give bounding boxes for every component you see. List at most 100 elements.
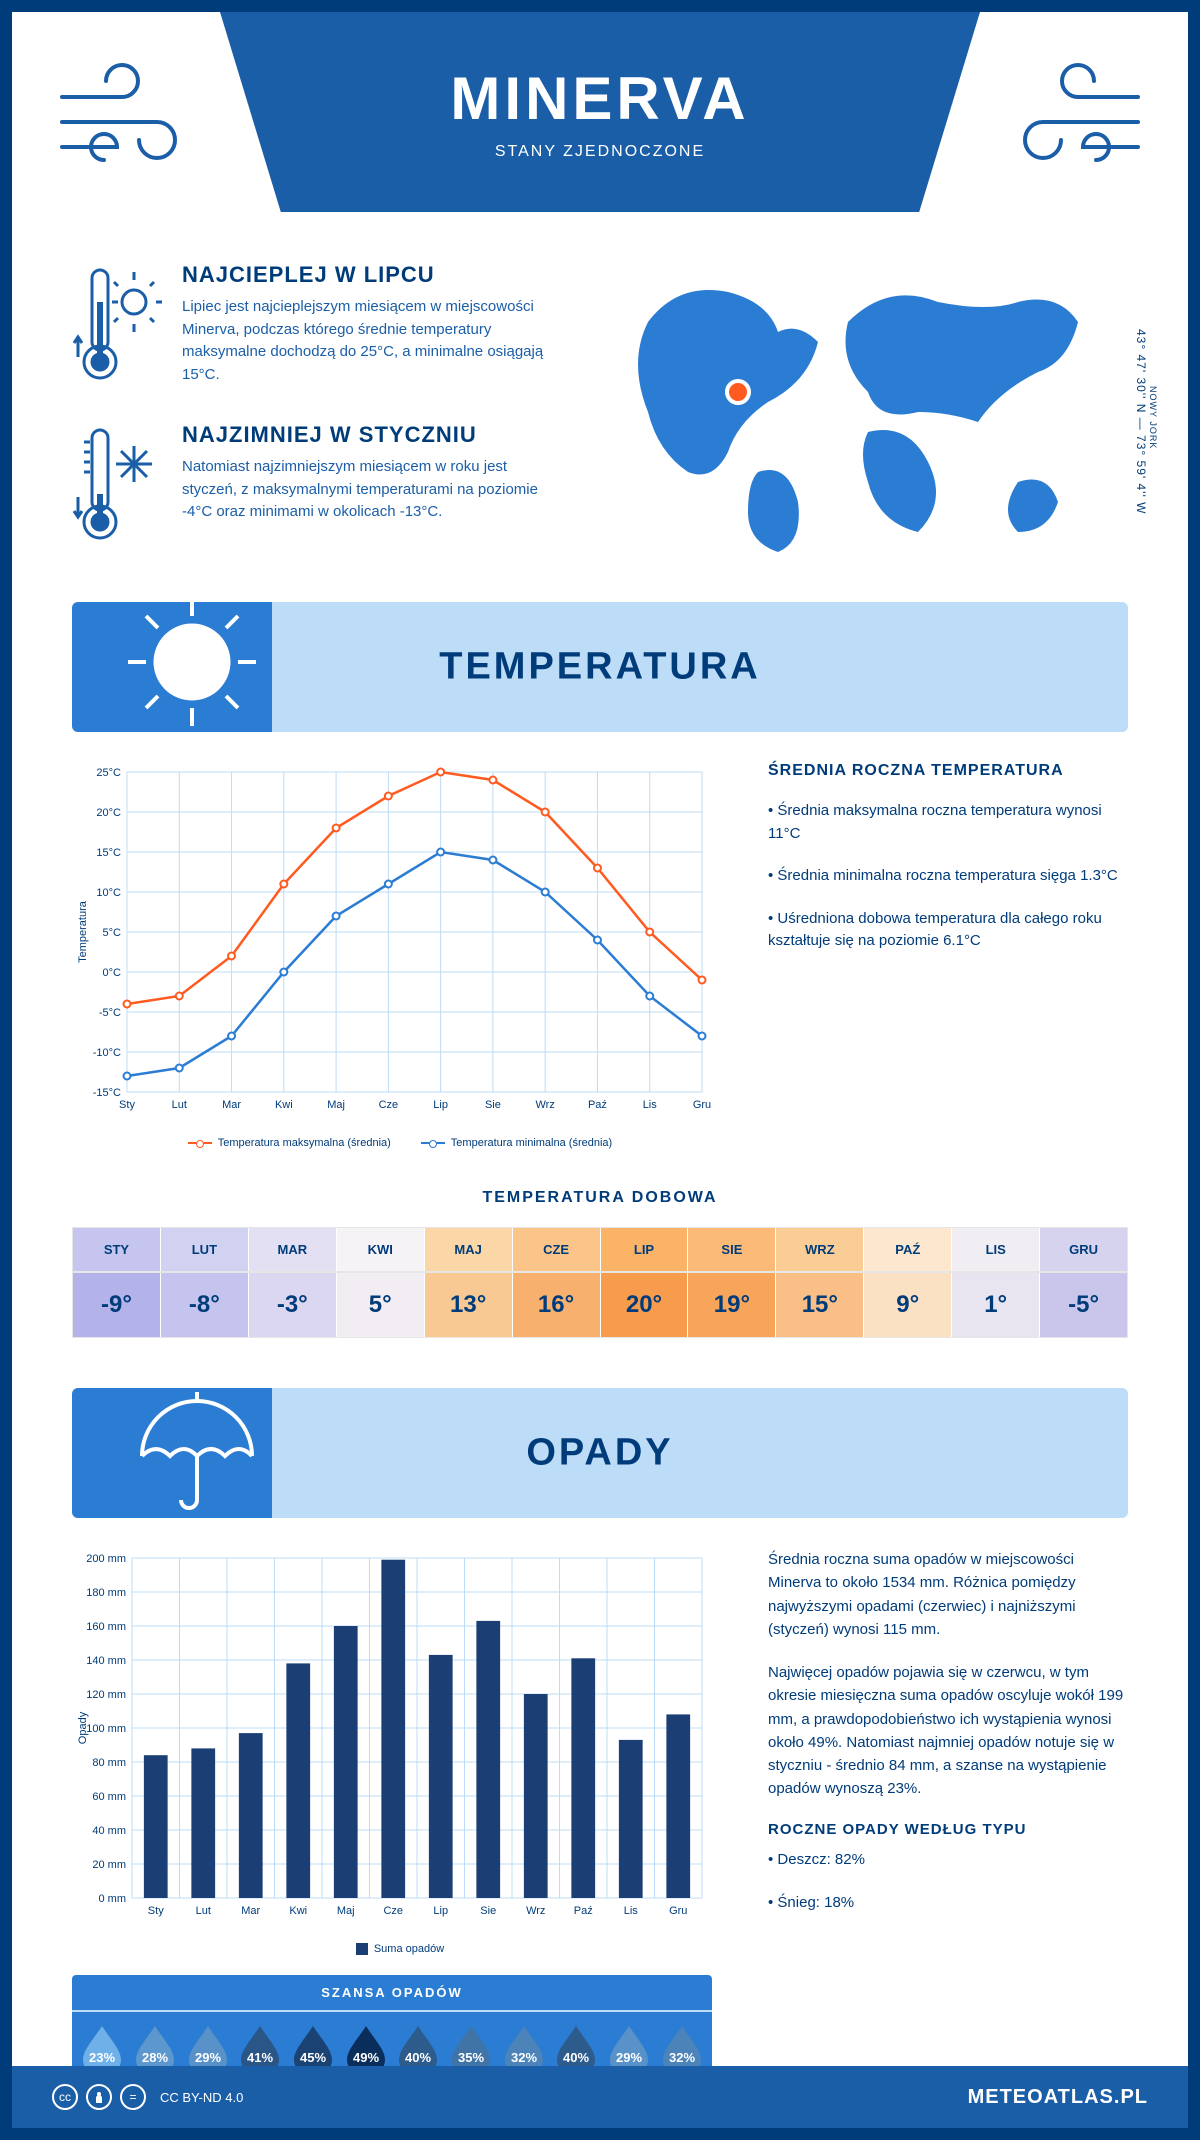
svg-text:Kwi: Kwi bbox=[289, 1905, 307, 1917]
temperature-line-chart: -15°C-10°C-5°C0°C5°C10°C15°C20°C25°CStyL… bbox=[72, 762, 712, 1122]
world-map-icon bbox=[608, 262, 1128, 562]
wind-icon bbox=[52, 52, 202, 172]
svg-text:35%: 35% bbox=[458, 2050, 484, 2065]
brand-name: METEOATLAS.PL bbox=[968, 2086, 1148, 2109]
infographic-frame: MINERVA STANY ZJEDNOCZONE bbox=[0, 0, 1200, 2140]
svg-text:100 mm: 100 mm bbox=[86, 1723, 126, 1735]
country-subtitle: STANY ZJEDNOCZONE bbox=[495, 143, 705, 161]
svg-text:Opady: Opady bbox=[77, 1711, 89, 1744]
top-section: NAJCIEPLEJ W LIPCU Lipiec jest najcieple… bbox=[72, 262, 1128, 582]
svg-text:60 mm: 60 mm bbox=[92, 1791, 126, 1803]
chance-title: SZANSA OPADÓW bbox=[72, 1975, 712, 2012]
temperature-legend: Temperatura maksymalna (średnia) Tempera… bbox=[72, 1137, 728, 1149]
svg-text:20 mm: 20 mm bbox=[92, 1859, 126, 1871]
svg-text:Lut: Lut bbox=[196, 1905, 211, 1917]
coldest-title: NAJZIMNIEJ W STYCZNIU bbox=[182, 422, 562, 448]
umbrella-icon bbox=[122, 1378, 262, 1518]
svg-text:29%: 29% bbox=[195, 2050, 221, 2065]
precipitation-legend: Suma opadów bbox=[72, 1943, 728, 1955]
svg-text:Sie: Sie bbox=[485, 1099, 501, 1111]
cc-icon: cc bbox=[52, 2084, 78, 2110]
precipitation-sidebar: Średnia roczna suma opadów w miejscowośc… bbox=[768, 1548, 1128, 2110]
coordinates-text: 43° 47' 30'' N — 73° 59' 4'' W bbox=[1134, 329, 1148, 514]
wind-icon bbox=[998, 52, 1148, 172]
daily-temp-table: STYLUTMARKWIMAJCZELIPSIEWRZPAŹLISGRU-9°-… bbox=[72, 1227, 1128, 1338]
svg-text:15°C: 15°C bbox=[96, 847, 121, 859]
svg-text:Paź: Paź bbox=[588, 1099, 607, 1111]
svg-text:25°C: 25°C bbox=[96, 767, 121, 779]
coldest-block: NAJZIMNIEJ W STYCZNIU Natomiast najzimni… bbox=[72, 422, 578, 552]
svg-text:Maj: Maj bbox=[327, 1099, 345, 1111]
svg-text:Maj: Maj bbox=[337, 1905, 355, 1917]
precipitation-section-header: OPADY bbox=[72, 1388, 1128, 1518]
svg-text:Gru: Gru bbox=[669, 1905, 687, 1917]
svg-text:200 mm: 200 mm bbox=[86, 1553, 126, 1565]
svg-text:Lis: Lis bbox=[643, 1099, 658, 1111]
svg-text:Sty: Sty bbox=[148, 1905, 164, 1917]
footer-bar: cc = CC BY-ND 4.0 METEOATLAS.PL bbox=[12, 2066, 1188, 2128]
svg-text:29%: 29% bbox=[616, 2050, 642, 2065]
svg-text:Mar: Mar bbox=[222, 1099, 241, 1111]
temperature-body: -15°C-10°C-5°C0°C5°C10°C15°C20°C25°CStyL… bbox=[72, 762, 1128, 1149]
precip-type-title: ROCZNE OPADY WEDŁUG TYPU bbox=[768, 1821, 1128, 1838]
svg-text:45%: 45% bbox=[300, 2050, 326, 2065]
svg-text:Cze: Cze bbox=[379, 1099, 399, 1111]
svg-text:0 mm: 0 mm bbox=[99, 1893, 127, 1905]
warmest-text: Lipiec jest najcieplejszym miesiącem w m… bbox=[182, 296, 562, 386]
svg-text:Lip: Lip bbox=[433, 1905, 448, 1917]
thermometer-hot-icon bbox=[72, 262, 162, 392]
svg-text:140 mm: 140 mm bbox=[86, 1655, 126, 1667]
svg-text:Lis: Lis bbox=[624, 1905, 639, 1917]
svg-text:28%: 28% bbox=[142, 2050, 168, 2065]
svg-text:41%: 41% bbox=[247, 2050, 273, 2065]
svg-text:Sty: Sty bbox=[119, 1099, 135, 1111]
avg-temp-bullet: • Uśredniona dobowa temperatura dla całe… bbox=[768, 908, 1128, 953]
svg-text:20°C: 20°C bbox=[96, 807, 121, 819]
svg-text:Temperatura: Temperatura bbox=[77, 900, 89, 963]
location-title: MINERVA bbox=[450, 64, 749, 133]
svg-text:180 mm: 180 mm bbox=[86, 1587, 126, 1599]
svg-text:Lip: Lip bbox=[433, 1099, 448, 1111]
svg-text:Wrz: Wrz bbox=[526, 1905, 545, 1917]
region-name: NOWY JORK bbox=[1148, 282, 1158, 554]
svg-text:Mar: Mar bbox=[241, 1905, 260, 1917]
coldest-text: Natomiast najzimniejszym miesiącem w rok… bbox=[182, 456, 562, 524]
svg-text:23%: 23% bbox=[89, 2050, 115, 2065]
avg-temp-bullet: • Średnia maksymalna roczna temperatura … bbox=[768, 800, 1128, 845]
warmest-title: NAJCIEPLEJ W LIPCU bbox=[182, 262, 562, 288]
svg-text:10°C: 10°C bbox=[96, 887, 121, 899]
warmest-block: NAJCIEPLEJ W LIPCU Lipiec jest najcieple… bbox=[72, 262, 578, 392]
legend-max: Temperatura maksymalna (średnia) bbox=[218, 1137, 391, 1149]
svg-text:0°C: 0°C bbox=[103, 967, 122, 979]
svg-text:Cze: Cze bbox=[383, 1905, 403, 1917]
svg-text:32%: 32% bbox=[511, 2050, 537, 2065]
svg-text:120 mm: 120 mm bbox=[86, 1689, 126, 1701]
by-icon bbox=[86, 2084, 112, 2110]
svg-text:Gru: Gru bbox=[693, 1099, 711, 1111]
thermometer-cold-icon bbox=[72, 422, 162, 552]
svg-text:-15°C: -15°C bbox=[93, 1087, 121, 1099]
svg-text:40%: 40% bbox=[563, 2050, 589, 2065]
sun-icon bbox=[122, 592, 262, 732]
svg-text:-10°C: -10°C bbox=[93, 1047, 121, 1059]
svg-text:40 mm: 40 mm bbox=[92, 1825, 126, 1837]
svg-text:80 mm: 80 mm bbox=[92, 1757, 126, 1769]
svg-text:160 mm: 160 mm bbox=[86, 1621, 126, 1633]
precip-snow: • Śnieg: 18% bbox=[768, 1891, 1128, 1914]
avg-temp-bullet: • Średnia minimalna roczna temperatura s… bbox=[768, 865, 1128, 888]
svg-text:Kwi: Kwi bbox=[275, 1099, 293, 1111]
svg-text:Wrz: Wrz bbox=[536, 1099, 555, 1111]
svg-text:Sie: Sie bbox=[480, 1905, 496, 1917]
avg-temp-title: ŚREDNIA ROCZNA TEMPERATURA bbox=[768, 762, 1128, 780]
temperature-section-header: TEMPERATURA bbox=[72, 602, 1128, 732]
svg-text:32%: 32% bbox=[669, 2050, 695, 2065]
precip-paragraph: Średnia roczna suma opadów w miejscowośc… bbox=[768, 1548, 1128, 1641]
daily-temp-title: TEMPERATURA DOBOWA bbox=[72, 1189, 1128, 1207]
precipitation-body: 0 mm 20 mm 40 mm 60 mm 80 mm 100 mm 120 mm 140 … bbox=[72, 1548, 1128, 2110]
precipitation-bar-chart: 0 mm 20 mm 40 mm 60 mm 80 mm 100 mm 120 mm 140 … bbox=[72, 1548, 712, 1928]
legend-min: Temperatura minimalna (średnia) bbox=[451, 1137, 612, 1149]
svg-text:-5°C: -5°C bbox=[99, 1007, 121, 1019]
license-text: CC BY-ND 4.0 bbox=[160, 2090, 243, 2105]
svg-text:40%: 40% bbox=[405, 2050, 431, 2065]
svg-text:49%: 49% bbox=[353, 2050, 379, 2065]
